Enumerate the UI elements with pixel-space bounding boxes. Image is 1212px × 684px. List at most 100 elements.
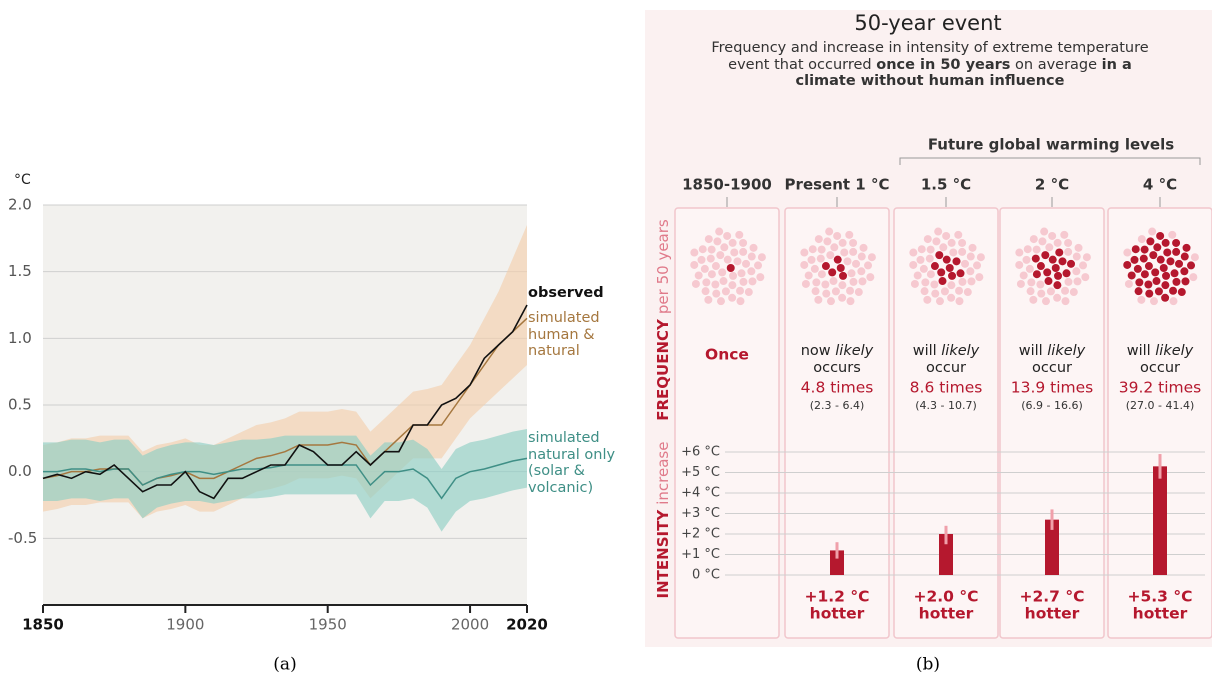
intensity-suffix: hotter <box>1025 605 1080 623</box>
event-dot <box>948 271 957 280</box>
empty-dot <box>1082 253 1091 262</box>
event-dot <box>1139 254 1148 263</box>
event-dot <box>1156 231 1165 240</box>
side-label: INTENSITY increase <box>654 442 672 599</box>
empty-dot <box>716 251 725 260</box>
empty-dot <box>814 295 823 304</box>
event-dot <box>1172 247 1181 256</box>
description-part: will <box>1126 343 1156 359</box>
legend-entry-text: observed <box>528 285 618 302</box>
empty-dot <box>857 267 866 276</box>
empty-dot <box>808 245 817 254</box>
legend-label: observed <box>528 285 604 301</box>
empty-dot <box>711 262 720 271</box>
event-dot <box>1127 271 1136 280</box>
empty-dot <box>939 243 948 252</box>
empty-dot <box>1137 235 1146 244</box>
bar <box>1153 466 1167 575</box>
empty-dot <box>909 248 918 257</box>
empty-dot <box>1036 280 1045 289</box>
empty-dot <box>852 259 861 268</box>
description-part: occur <box>1032 359 1072 376</box>
empty-dot <box>810 264 819 273</box>
empty-dot <box>843 257 852 266</box>
caption: (a) <box>273 655 296 675</box>
event-dot <box>1161 238 1170 247</box>
column-box <box>1107 207 1212 639</box>
empty-dot <box>954 230 963 239</box>
event-dot <box>1180 252 1189 261</box>
empty-dot <box>1069 288 1078 297</box>
y-tick-label: +3 °C <box>681 506 720 521</box>
empty-dot <box>830 243 839 252</box>
empty-dot <box>690 260 699 269</box>
empty-dot <box>913 271 922 280</box>
empty-dot <box>849 277 858 286</box>
empty-dot <box>1022 255 1031 264</box>
empty-dot <box>742 259 751 268</box>
empty-dot <box>1169 297 1178 306</box>
side-label-part: increase <box>654 442 672 505</box>
empty-dot <box>917 245 926 254</box>
empty-dot <box>1073 277 1082 286</box>
y-tick-label: +1 °C <box>681 547 720 562</box>
empty-dot <box>733 257 742 266</box>
empty-dot <box>690 248 699 257</box>
legend-entry-text: simulated human & natural <box>528 310 618 360</box>
event-dot <box>1149 251 1158 260</box>
empty-dot <box>825 227 834 236</box>
empty-dot <box>845 230 854 239</box>
empty-dot <box>925 254 934 263</box>
empty-dot <box>800 248 809 257</box>
empty-dot <box>716 297 725 306</box>
description-part: will <box>912 343 942 359</box>
event-dot <box>1187 261 1196 270</box>
empty-dot <box>1023 245 1032 254</box>
empty-dot <box>829 277 838 286</box>
event-dot <box>1134 287 1143 296</box>
empty-dot <box>1148 227 1157 236</box>
range-label: (4.3 - 10.7) <box>915 399 977 412</box>
side-label-part: INTENSITY <box>654 509 672 599</box>
event-dot <box>1180 267 1189 276</box>
legend-entry-text: simulated natural only (solar & volcanic… <box>528 430 618 497</box>
empty-dot <box>864 261 873 270</box>
frequency-label: 4.8 times <box>801 379 874 397</box>
event-dot <box>1036 262 1045 271</box>
event-dot <box>1181 277 1190 286</box>
event-dot <box>1172 277 1181 286</box>
empty-dot <box>1064 238 1073 247</box>
empty-dot <box>697 255 706 264</box>
empty-dot <box>1015 260 1024 269</box>
empty-dot <box>747 267 756 276</box>
event-dot <box>1041 251 1050 260</box>
y-tick-label: +2 °C <box>681 527 720 542</box>
empty-dot <box>713 237 722 246</box>
event-dot <box>1161 293 1170 302</box>
empty-dot <box>947 238 956 247</box>
empty-dot <box>701 287 710 296</box>
empty-dot <box>826 297 835 306</box>
empty-dot <box>702 278 711 287</box>
description-part: occurs <box>813 359 861 376</box>
event-dot <box>1151 268 1160 277</box>
title: 50-year event <box>854 11 1001 35</box>
empty-dot <box>1081 273 1090 282</box>
empty-dot <box>1064 247 1073 256</box>
empty-dot <box>730 248 739 257</box>
column-header: 1.5 °C <box>921 176 971 194</box>
caption: (b) <box>916 655 940 675</box>
intensity-label: +2.0 °C <box>914 588 979 606</box>
event-dot <box>833 255 842 264</box>
empty-dot <box>817 245 826 254</box>
description: will likely occur <box>912 343 980 376</box>
empty-dot <box>739 238 748 247</box>
event-dot <box>1031 254 1040 263</box>
empty-dot <box>720 243 729 252</box>
empty-dot <box>923 235 932 244</box>
event-dot <box>1055 248 1064 257</box>
frequency-label: 13.9 times <box>1011 379 1094 397</box>
empty-dot <box>1041 297 1050 306</box>
empty-dot <box>801 279 810 288</box>
event-dot <box>935 251 944 260</box>
